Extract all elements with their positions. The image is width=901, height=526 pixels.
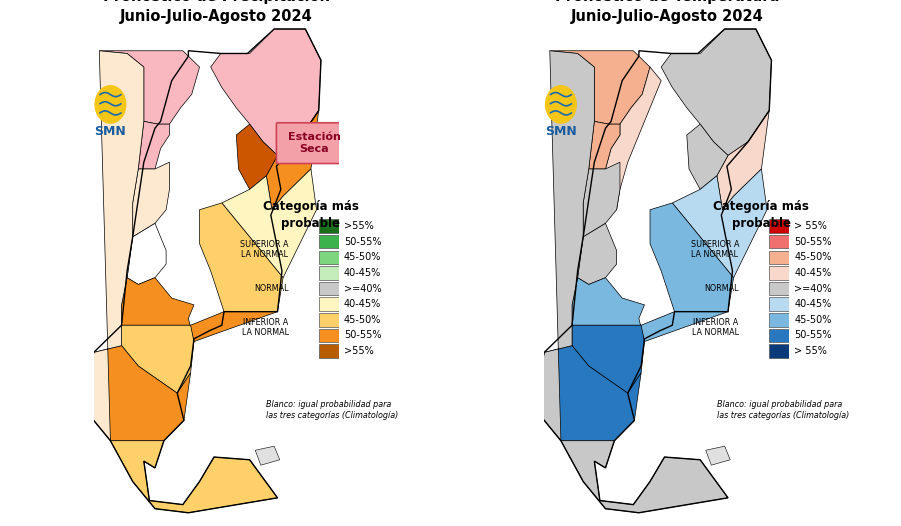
Text: 40-45%: 40-45% [795, 299, 832, 309]
Bar [319, 266, 341, 280]
Bar [769, 235, 791, 248]
Polygon shape [111, 441, 278, 513]
Polygon shape [122, 278, 278, 341]
Polygon shape [94, 346, 191, 441]
Polygon shape [572, 325, 644, 393]
Polygon shape [717, 110, 769, 210]
Text: >=40%: >=40% [795, 284, 832, 294]
Polygon shape [672, 169, 767, 278]
Title: Pronóstico de Temperatura
Junio-Julio-Agosto 2024: Pronóstico de Temperatura Junio-Julio-Ag… [554, 0, 779, 24]
Polygon shape [96, 98, 124, 115]
Polygon shape [583, 162, 620, 237]
Polygon shape [222, 169, 316, 278]
Text: 50-55%: 50-55% [344, 237, 381, 247]
Polygon shape [705, 446, 730, 465]
Text: SMN: SMN [545, 125, 577, 138]
Polygon shape [127, 224, 166, 285]
Polygon shape [267, 110, 319, 210]
Bar [319, 282, 341, 296]
Bar [769, 345, 791, 358]
Circle shape [96, 86, 126, 123]
Polygon shape [211, 29, 321, 155]
Polygon shape [661, 29, 771, 155]
Polygon shape [533, 51, 595, 441]
Text: SMN: SMN [95, 125, 126, 138]
Text: Blanco: igual probabilidad para
las tres categorías (Climatología): Blanco: igual probabilidad para las tres… [267, 400, 398, 420]
Bar [319, 345, 341, 358]
Polygon shape [122, 325, 194, 393]
Bar [319, 297, 341, 311]
Bar [319, 219, 341, 233]
Bar [319, 313, 341, 327]
Bar [769, 219, 791, 233]
Text: 50-55%: 50-55% [795, 237, 832, 247]
Text: NORMAL: NORMAL [254, 284, 288, 293]
Polygon shape [544, 346, 642, 441]
Text: 50-55%: 50-55% [344, 330, 381, 340]
Polygon shape [605, 67, 661, 210]
Bar [769, 313, 791, 327]
Text: >=40%: >=40% [344, 284, 381, 294]
Polygon shape [578, 224, 616, 285]
Bar [769, 250, 791, 264]
Text: >55%: >55% [344, 221, 374, 231]
Polygon shape [138, 122, 169, 169]
Text: 40-45%: 40-45% [344, 268, 381, 278]
Bar [319, 250, 341, 264]
Text: 40-45%: 40-45% [344, 299, 381, 309]
Text: > 55%: > 55% [795, 221, 827, 231]
Polygon shape [550, 51, 650, 124]
Polygon shape [132, 162, 169, 237]
Text: Categoría más
probable: Categoría más probable [714, 200, 809, 230]
Text: 45-50%: 45-50% [795, 252, 832, 262]
Polygon shape [255, 446, 279, 465]
Text: >55%: >55% [344, 346, 374, 356]
Polygon shape [561, 441, 728, 513]
Text: SUPERIOR A
LA NORMAL: SUPERIOR A LA NORMAL [241, 240, 288, 259]
Polygon shape [199, 203, 283, 311]
Bar [319, 235, 341, 248]
Text: INFERIOR A
LA NORMAL: INFERIOR A LA NORMAL [692, 318, 739, 337]
Text: INFERIOR A
LA NORMAL: INFERIOR A LA NORMAL [241, 318, 288, 337]
Bar [769, 282, 791, 296]
Text: 45-50%: 45-50% [344, 315, 381, 325]
Text: NORMAL: NORMAL [705, 284, 739, 293]
Text: SUPERIOR A
LA NORMAL: SUPERIOR A LA NORMAL [691, 240, 739, 259]
Text: Blanco: igual probabilidad para
las tres categorías (Climatología): Blanco: igual probabilidad para las tres… [717, 400, 849, 420]
Bar [319, 329, 341, 342]
Polygon shape [99, 51, 199, 124]
Bar [769, 266, 791, 280]
Text: > 55%: > 55% [795, 346, 827, 356]
Text: Estación
Seca: Estación Seca [287, 132, 341, 154]
Circle shape [546, 86, 577, 123]
FancyBboxPatch shape [277, 123, 351, 164]
Polygon shape [687, 124, 728, 189]
Polygon shape [83, 51, 144, 441]
Text: 40-45%: 40-45% [795, 268, 832, 278]
Text: Categoría más
probable: Categoría más probable [263, 200, 359, 230]
Polygon shape [572, 278, 728, 341]
Polygon shape [236, 124, 278, 189]
Bar [769, 297, 791, 311]
Text: 45-50%: 45-50% [344, 252, 381, 262]
Text: 45-50%: 45-50% [795, 315, 832, 325]
Bar [769, 329, 791, 342]
Polygon shape [588, 122, 620, 169]
Title: Pronóstico de Precipitación
Junio-Julio-Agosto 2024: Pronóstico de Precipitación Junio-Julio-… [103, 0, 330, 24]
Polygon shape [547, 98, 575, 115]
Polygon shape [650, 203, 733, 311]
Text: 50-55%: 50-55% [795, 330, 832, 340]
